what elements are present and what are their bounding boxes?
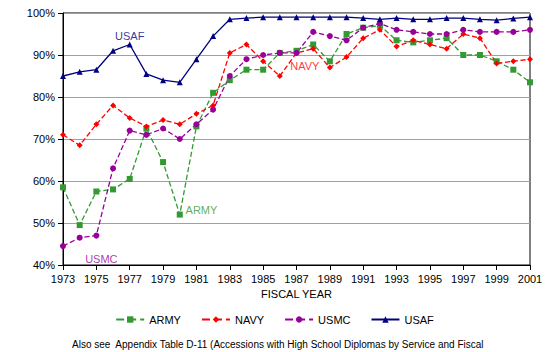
svg-text:1977: 1977	[117, 273, 141, 285]
svg-text:NAVY: NAVY	[290, 60, 320, 72]
svg-text:1987: 1987	[284, 273, 308, 285]
svg-text:USAF: USAF	[404, 314, 434, 326]
svg-text:USAF: USAF	[115, 30, 145, 42]
svg-text:1991: 1991	[351, 273, 375, 285]
svg-text:ARMY: ARMY	[186, 204, 218, 216]
svg-text:USMC: USMC	[318, 314, 350, 326]
svg-text:1993: 1993	[384, 273, 408, 285]
svg-text:90%: 90%	[33, 49, 55, 61]
svg-text:80%: 80%	[33, 91, 55, 103]
svg-text:70%: 70%	[33, 133, 55, 145]
svg-text:1975: 1975	[84, 273, 108, 285]
svg-text:USMC: USMC	[85, 253, 117, 265]
svg-text:Also see Appendix Table D-11: Also see Appendix Table D-11 (Accessions…	[72, 339, 484, 350]
svg-text:1989: 1989	[318, 273, 342, 285]
svg-text:ARMY: ARMY	[149, 314, 181, 326]
svg-text:40%: 40%	[33, 259, 55, 271]
svg-text:1995: 1995	[418, 273, 442, 285]
svg-text:1973: 1973	[51, 273, 75, 285]
svg-text:FISCAL YEAR: FISCAL YEAR	[261, 288, 332, 300]
svg-text:1979: 1979	[151, 273, 175, 285]
svg-text:60%: 60%	[33, 175, 55, 187]
svg-text:50%: 50%	[33, 217, 55, 229]
svg-text:1997: 1997	[451, 273, 475, 285]
svg-text:NAVY: NAVY	[235, 314, 265, 326]
svg-text:1981: 1981	[184, 273, 208, 285]
svg-text:1983: 1983	[218, 273, 242, 285]
svg-text:100%: 100%	[27, 7, 55, 19]
svg-text:1985: 1985	[251, 273, 275, 285]
svg-text:2001: 2001	[518, 273, 542, 285]
svg-text:1999: 1999	[484, 273, 508, 285]
